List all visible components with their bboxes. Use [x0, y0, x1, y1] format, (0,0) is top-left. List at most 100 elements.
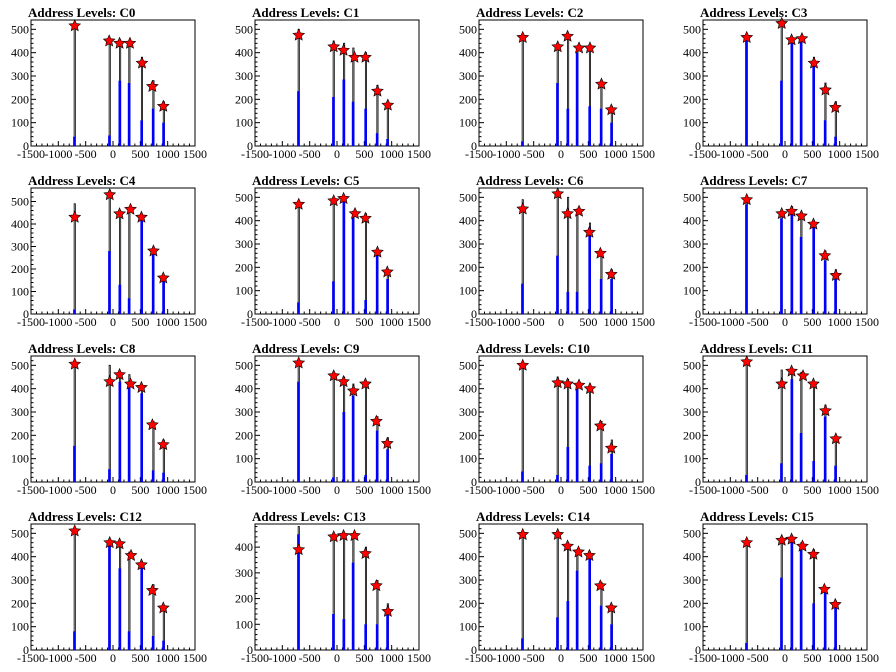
y-tick-label: 100	[235, 452, 253, 466]
x-tick-label: 0	[110, 147, 116, 161]
x-tick-label: -1000	[716, 147, 744, 161]
x-tick-label: 0	[782, 147, 788, 161]
y-tick-label: 500	[459, 22, 477, 36]
plot-frame	[702, 187, 868, 315]
histogram-bar	[599, 605, 603, 650]
y-tick-label: 100	[235, 116, 253, 130]
peak-marker	[113, 367, 126, 381]
peak-marker	[583, 381, 597, 395]
plot-frame	[702, 355, 868, 483]
x-tick-label: -1000	[268, 483, 296, 497]
x-tick-label: -1000	[716, 651, 744, 665]
x-tick-label: -1500	[689, 315, 717, 329]
x-tick-label: 1500	[631, 315, 655, 329]
histogram-bar	[73, 136, 76, 146]
histogram-bar	[588, 227, 591, 314]
y-tick-label: 300	[11, 240, 29, 254]
x-tick-label: -1000	[268, 315, 296, 329]
peak-marker	[380, 436, 394, 449]
y-tick-label: 200	[683, 260, 701, 274]
x-tick-label: 0	[110, 651, 116, 665]
histogram-bar	[588, 465, 591, 482]
peak-marker	[102, 34, 116, 47]
peak-marker	[113, 537, 126, 550]
chart-title: Address Levels: C12	[28, 509, 142, 524]
peak-marker	[740, 535, 754, 549]
histogram-bar	[575, 570, 579, 650]
x-tick-label: 1000	[604, 315, 628, 329]
x-tick-label: 500	[131, 315, 149, 329]
y-tick-label: 300	[459, 69, 477, 83]
peak-marker	[551, 40, 565, 53]
histogram-bar	[140, 393, 143, 482]
peak-marker	[135, 210, 148, 223]
histogram-bar	[151, 636, 155, 650]
histogram-bar	[610, 454, 613, 482]
chart-svg: Address Levels: C90100200300400500-1500-…	[235, 341, 431, 497]
peak-marker	[593, 579, 607, 592]
histogram-spike	[521, 33, 524, 146]
peak-marker	[156, 271, 170, 284]
y-tick-label: 0	[471, 475, 477, 489]
x-tick-label: 1500	[407, 651, 431, 665]
peak-marker	[371, 245, 384, 258]
peak-marker	[551, 376, 565, 389]
histogram-bar	[812, 64, 815, 146]
peak-marker	[327, 369, 341, 382]
peak-marker	[135, 380, 148, 393]
x-tick-label: -500	[75, 483, 97, 497]
histogram-bar	[610, 624, 613, 650]
histogram-bar	[799, 547, 803, 650]
x-tick-label: -500	[299, 483, 321, 497]
histogram-spike	[73, 203, 76, 314]
peak-marker	[583, 225, 596, 238]
chart-title: Address Levels: C1	[252, 5, 359, 20]
x-tick-label: 1000	[828, 483, 852, 497]
x-tick-label: -500	[523, 483, 545, 497]
histogram-spike	[297, 203, 300, 314]
x-tick-label: -500	[523, 651, 545, 665]
plot-frame	[478, 187, 644, 315]
x-tick-label: 1500	[855, 483, 879, 497]
y-tick-label: 200	[235, 92, 253, 106]
x-tick-label: -500	[747, 651, 769, 665]
y-tick-label: 200	[235, 592, 253, 606]
peak-marker	[829, 268, 843, 281]
plot-frame	[30, 355, 196, 483]
peak-marker	[381, 98, 395, 111]
chart-panel: Address Levels: C6 0 100 200 300 400 500 -1500-…	[448, 168, 672, 336]
histogram-spike	[376, 580, 379, 650]
x-tick-label: 1500	[855, 147, 879, 161]
peak-marker	[516, 527, 530, 540]
x-tick-label: -1500	[17, 483, 45, 497]
x-tick-label: -1000	[716, 483, 744, 497]
x-tick-label: 500	[803, 483, 821, 497]
x-tick-label: 1500	[855, 651, 879, 665]
x-tick-label: 1500	[183, 651, 207, 665]
y-tick-label: 100	[683, 620, 701, 634]
histogram-bar	[834, 465, 837, 482]
histogram-bar	[780, 80, 783, 146]
peak-marker	[113, 207, 126, 220]
histogram-bar	[834, 136, 837, 146]
histogram-bar	[780, 218, 783, 314]
y-tick-label: 100	[459, 284, 477, 298]
histogram-bar	[127, 83, 131, 146]
y-tick-label: 400	[683, 550, 701, 564]
histogram-bar	[118, 381, 122, 482]
histogram-bar	[73, 445, 76, 482]
histogram-spike	[600, 420, 603, 482]
peak-marker	[785, 364, 798, 377]
histogram-bar	[162, 640, 165, 650]
histogram-spike	[824, 82, 827, 146]
histogram-bar	[127, 631, 131, 650]
y-tick-label: 400	[235, 382, 253, 396]
peak-marker	[572, 204, 586, 217]
x-tick-label: 1000	[380, 315, 404, 329]
histogram-bar	[566, 108, 570, 146]
y-tick-label: 0	[23, 643, 29, 657]
y-tick-label: 300	[235, 566, 253, 580]
chart-svg: Address Levels: C80100200300400500-1500-…	[11, 341, 207, 497]
peak-marker	[145, 418, 159, 431]
x-tick-label: -1000	[492, 315, 520, 329]
